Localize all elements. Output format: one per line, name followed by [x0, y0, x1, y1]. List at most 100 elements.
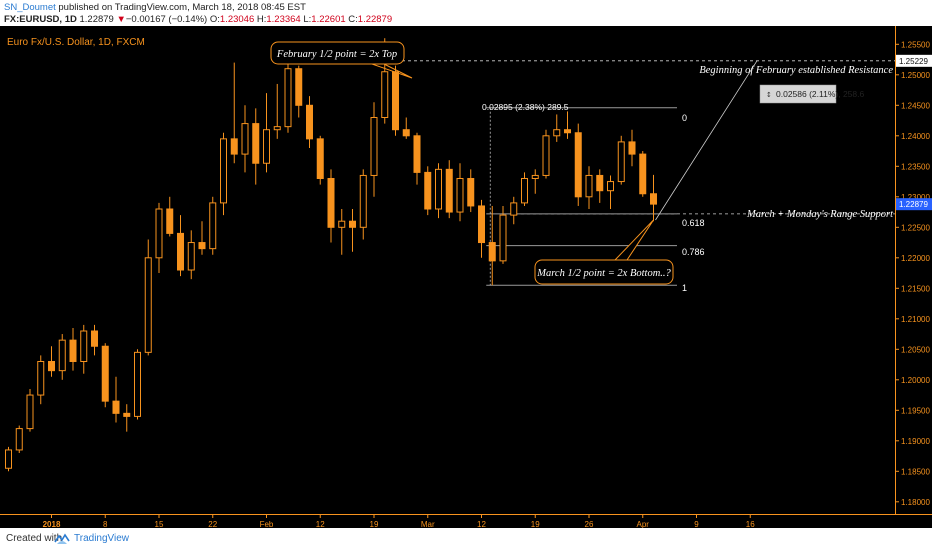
- candle-body: [639, 153, 647, 195]
- candle-body: [628, 141, 636, 155]
- x-tick-label: Feb: [260, 520, 274, 528]
- candle: [617, 135, 625, 185]
- candle-body: [252, 123, 260, 164]
- candle-body: [15, 428, 23, 451]
- x-tick-label: 15: [155, 520, 164, 528]
- candle-body: [263, 129, 270, 164]
- x-tick-label: 12: [477, 520, 486, 528]
- candle: [209, 196, 217, 255]
- candle: [607, 175, 614, 209]
- candle: [338, 209, 346, 255]
- low-label: L:: [303, 14, 312, 25]
- candle-body: [123, 412, 131, 417]
- price-label-tag: [896, 198, 932, 211]
- down-arrow-icon: ▼: [116, 14, 126, 25]
- price-chart[interactable]: Euro Fx/U.S. Dollar, 1D, FXCM February 1…: [0, 26, 932, 528]
- x-tick-label: 12: [316, 520, 325, 528]
- candle-body: [370, 117, 378, 176]
- y-tick-label: 1.24500: [901, 101, 930, 110]
- high-label: H:: [256, 14, 267, 25]
- tradingview-brand-link[interactable]: TradingView: [74, 533, 130, 544]
- candle-body: [488, 242, 496, 262]
- y-tick-label: 1.20500: [901, 345, 930, 354]
- candle: [155, 202, 163, 274]
- created-with-text: Created with: [6, 533, 63, 544]
- candle-body: [435, 168, 442, 210]
- candle: [295, 65, 303, 118]
- candle-body: [338, 220, 346, 228]
- projection-line: [655, 60, 758, 221]
- y-tick-label: 1.23500: [901, 162, 930, 171]
- candle: [359, 169, 367, 240]
- candle: [413, 132, 421, 185]
- candle: [134, 349, 141, 420]
- candle-body: [144, 257, 152, 353]
- candle: [596, 169, 604, 203]
- candle-body: [574, 132, 582, 198]
- y-tick-label: 1.21500: [901, 284, 930, 293]
- candle: [574, 123, 582, 206]
- x-tick-label: 2018: [43, 520, 61, 528]
- fib-level-0786-label: 0.786: [682, 247, 705, 257]
- y-tick-label: 1.22000: [901, 254, 930, 263]
- candle-body: [607, 181, 614, 192]
- last-price: 1.22879: [79, 14, 114, 25]
- x-tick-label: Mar: [421, 520, 435, 528]
- candle: [26, 388, 34, 432]
- author-link[interactable]: SN_Doumet: [4, 2, 56, 13]
- chart-footer: Created with TradingView: [0, 528, 932, 550]
- candle-body: [273, 126, 281, 131]
- open-label: O:: [209, 14, 220, 25]
- candle: [585, 166, 593, 209]
- y-tick-label: 1.18000: [901, 498, 930, 507]
- candles: [5, 38, 657, 472]
- tradingview-logo-icon: [54, 533, 70, 544]
- price-change: −0.00167 (−0.14%): [125, 14, 208, 25]
- candle-body: [327, 178, 335, 228]
- candle: [456, 163, 464, 222]
- candle: [112, 376, 120, 423]
- high-value: 1.23364: [266, 14, 301, 25]
- callout-march-pointer: [613, 219, 654, 261]
- candle: [553, 114, 561, 142]
- candle-body: [445, 168, 453, 213]
- y-tick-label: 1.24000: [901, 132, 930, 141]
- candle-body: [5, 449, 12, 469]
- candle: [510, 196, 518, 225]
- candle-body: [650, 193, 657, 205]
- candle: [488, 205, 496, 286]
- candle: [241, 105, 249, 173]
- candle-body: [241, 123, 249, 155]
- candle-body: [230, 138, 238, 155]
- candle-body: [359, 174, 367, 228]
- candle-body: [198, 242, 206, 250]
- y-tick-label: 1.25000: [901, 71, 930, 80]
- candle-body: [101, 345, 109, 402]
- x-tick-label: 19: [370, 520, 379, 528]
- candle: [478, 199, 485, 258]
- candle-body: [499, 214, 507, 262]
- candle: [15, 425, 23, 453]
- candle: [521, 172, 528, 206]
- candle-body: [424, 171, 432, 210]
- candle: [531, 169, 539, 194]
- candle: [628, 129, 636, 167]
- measure-icon: ↕: [766, 91, 772, 99]
- candle: [230, 62, 238, 164]
- candle: [198, 221, 206, 255]
- candle-body: [37, 361, 45, 396]
- candle: [48, 346, 55, 377]
- candle-body: [166, 208, 174, 234]
- x-tick-label: 22: [208, 520, 217, 528]
- x-tick-label: 9: [694, 520, 699, 528]
- published-text: published on TradingView.com, March 18, …: [58, 2, 306, 13]
- candle: [349, 209, 356, 252]
- callout-february-text: February 1/2 point = 2x Top: [276, 49, 397, 60]
- y-tick-label: 1.19500: [901, 406, 930, 415]
- candle: [144, 239, 152, 356]
- candle-body: [381, 71, 389, 118]
- candle-body: [91, 330, 98, 347]
- candle-body: [112, 400, 120, 414]
- candle-body: [316, 138, 324, 179]
- price-axis-bg: [895, 26, 932, 514]
